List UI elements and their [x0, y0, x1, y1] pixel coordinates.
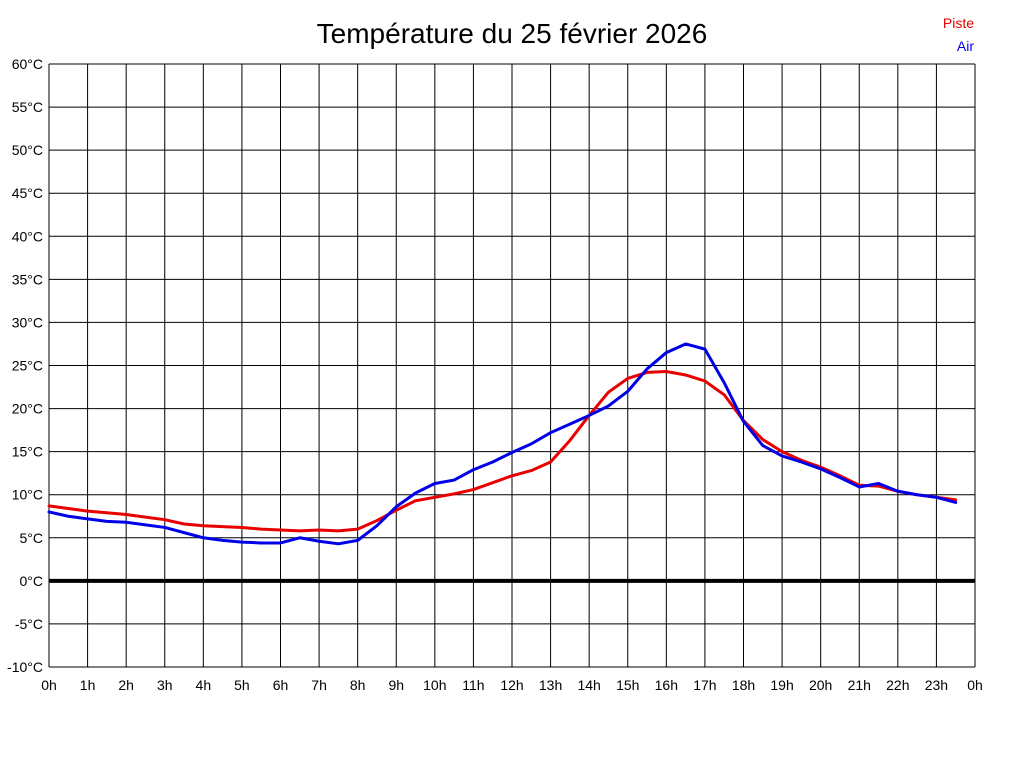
x-axis-tick-label: 23h [925, 677, 948, 693]
x-axis-tick-label: 18h [732, 677, 755, 693]
y-axis-tick-label: 25°C [12, 358, 43, 374]
x-axis-tick-label: 14h [577, 677, 600, 693]
chart-title: Température du 25 février 2026 [316, 18, 708, 49]
x-axis-tick-label: 12h [500, 677, 523, 693]
legend-item-piste: Piste [942, 15, 974, 31]
x-axis-tick-label: 5h [234, 677, 250, 693]
x-axis-tick-label: 9h [388, 677, 404, 693]
x-axis-tick-label: 1h [80, 677, 96, 693]
x-axis-tick-label: 0h [967, 677, 983, 693]
x-axis-tick-label: 3h [157, 677, 173, 693]
y-axis-tick-label: 35°C [12, 271, 43, 287]
x-axis-tick-label: 20h [809, 677, 832, 693]
x-axis-tick-label: 11h [462, 677, 484, 693]
series-line-piste [47, 370, 958, 533]
x-axis-tick-label: 4h [196, 677, 212, 693]
x-axis-tick-label: 21h [848, 677, 871, 693]
x-axis-tick-label: 6h [273, 677, 289, 693]
y-axis-tick-label: -5°C [15, 616, 43, 632]
x-axis-tick-label: 2h [118, 677, 134, 693]
x-axis-tick-label: 17h [693, 677, 716, 693]
chart-legend: Piste Air [943, 12, 974, 58]
x-axis-tick-label: 22h [886, 677, 909, 693]
y-axis-tick-label: 40°C [12, 228, 43, 244]
y-axis-tick-label: 60°C [12, 56, 43, 72]
y-axis-tick-label: 50°C [12, 142, 43, 158]
x-axis-tick-label: 16h [655, 677, 678, 693]
y-axis-tick-label: 0°C [20, 573, 44, 589]
x-axis-tick-label: 19h [770, 677, 793, 693]
y-axis-tick-label: 10°C [12, 487, 43, 503]
x-axis-tick-label: 15h [616, 677, 639, 693]
y-axis-tick-label: 30°C [12, 314, 43, 330]
y-axis-tick-label: 20°C [12, 401, 43, 417]
y-axis-tick-label: 5°C [20, 530, 44, 546]
y-axis-tick-label: 45°C [12, 185, 43, 201]
series-line-air [47, 342, 958, 546]
y-axis-tick-label: 55°C [12, 99, 43, 115]
y-axis-tick-label: 15°C [12, 444, 43, 460]
y-axis-tick-label: -10°C [7, 659, 43, 675]
legend-item-air: Air [956, 38, 974, 54]
x-axis-tick-label: 0h [41, 677, 57, 693]
x-axis-tick-label: 10h [423, 677, 446, 693]
x-axis-tick-label: 8h [350, 677, 366, 693]
x-axis-tick-label: 7h [311, 677, 327, 693]
x-axis-tick-label: 13h [539, 677, 562, 693]
